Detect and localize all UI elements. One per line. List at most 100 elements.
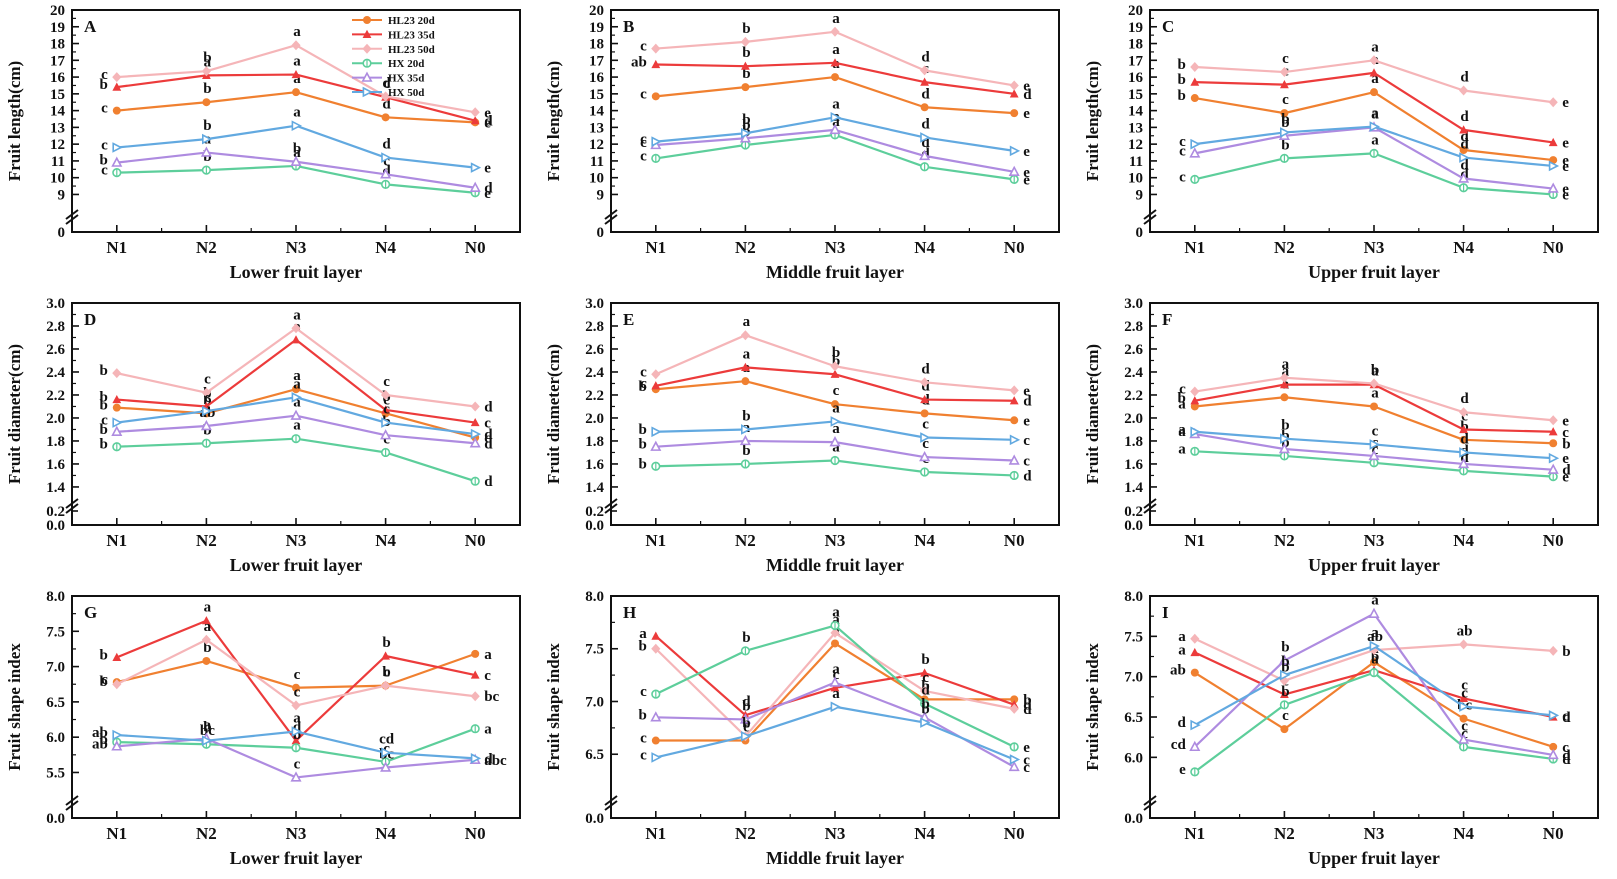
series-marker-triangle-open [829,676,841,687]
sig-letter: b [99,732,107,748]
series-marker-circle-open [112,442,122,452]
series-marker-diamond [470,691,480,702]
series-marker-circle [1010,416,1019,425]
sig-letter: a [1178,422,1186,438]
series-marker-triangle [1280,80,1289,89]
y-tick-label: 2.2 [1124,388,1143,404]
sig-letter: c [640,86,647,102]
sig-letter: c [922,417,929,433]
series-marker-circle-open [470,724,480,734]
series-marker-tri-right-open [651,136,662,147]
sig-letter: c [383,402,390,418]
sig-letter: d [921,379,930,395]
series-marker-diamond [381,680,391,691]
y-base-tick-label: 0.2 [585,504,604,520]
x-tick-label: N3 [286,824,307,843]
axis-break-icon [1143,498,1157,509]
series-marker-diamond [362,43,372,54]
sig-letter: d [1460,391,1469,407]
series-marker-diamond [830,26,840,37]
sig-letter: a [832,421,840,437]
y-base-tick-label: 0.2 [46,504,65,520]
sig-letter: a [832,42,840,58]
panel-b: 20 19 18 17 16 15 14 13 12 11 10 9 0 N1 N2 N3 N4 N0 Middle… [539,0,1078,293]
series-marker-diamond [920,377,930,388]
sig-letter: c [101,138,108,154]
series-marker-diamond [1279,67,1289,78]
series-marker-circle-open [651,461,661,471]
series-marker-triangle-open [1458,457,1470,469]
sig-letter: a [293,376,301,392]
series-marker-diamond [381,91,391,102]
sig-letter: d [1460,129,1469,145]
sig-letter: b [293,727,301,743]
series-marker-circle-open [201,438,211,448]
sig-letter: b [1177,57,1185,73]
y-base-tick-label: 0.0 [1124,811,1143,827]
series-marker-triangle-open [1368,449,1380,461]
sig-letter: b [1281,640,1289,656]
series-marker-circle [202,98,211,107]
sig-letter: d [1023,702,1032,718]
series-marker-tri-right-open [1459,152,1470,163]
sig-letter: d [1562,710,1571,726]
x-axis-title: Lower fruit layer [230,262,363,282]
series-marker-triangle-open [1189,147,1201,158]
series-marker-circle [1010,695,1019,704]
series-marker-tri-right-open [920,432,931,443]
series-marker-tri-right-open [470,162,482,173]
series-marker-triangle-open [1458,733,1470,744]
y-base-tick-label: 0 [1136,225,1144,241]
y-tick-label: 18 [1128,37,1143,53]
sig-letter: d [921,361,930,377]
series-marker-circle [831,400,839,409]
y-axis-title: Fruit diameter(cm) [544,344,563,484]
sig-letter: e [1023,383,1030,399]
series-marker-circle-open [1369,458,1379,468]
series-marker-triangle [651,59,661,69]
series-marker-circle [1190,402,1199,411]
series-marker-circle [112,106,121,115]
y-tick-label: 7.0 [46,660,65,676]
series-marker-diamond [1459,85,1469,96]
y-tick-label: 8.0 [1124,589,1143,605]
x-tick-label: N3 [825,531,846,550]
y-tick-label: 7.0 [585,694,604,710]
sig-letter: a [832,612,840,628]
sig-letter: b [382,635,390,651]
sig-letter: c [743,720,750,736]
series-marker-triangle [741,362,750,371]
y-tick-label: 1.4 [1124,480,1143,496]
series-marker-tri-right-open [741,730,752,742]
y-tick-label: 6.0 [46,730,65,746]
y-tick-label: 10 [1128,171,1143,187]
series-marker-circle-open [1369,668,1379,678]
panel-letter: D [84,310,96,329]
series-marker-triangle-open [1368,607,1380,618]
series-marker-triangle-open [469,437,481,448]
sig-letter: e [1562,153,1569,169]
y-tick-label: 1.6 [1124,457,1143,473]
axis-break-icon [604,795,618,806]
sig-letter: cd [1171,737,1187,753]
series-marker-tri-right-open [202,735,213,747]
y-tick-label: 13 [589,120,604,136]
sig-letter: a [1371,625,1379,641]
y-tick-label: 19 [50,20,65,36]
series-marker-triangle [1190,647,1200,657]
series-marker-circle [292,88,300,97]
series-marker-diamond [470,401,480,412]
sig-letter: a [1178,424,1186,440]
sig-letter: b [742,630,750,646]
y-tick-label: 19 [1128,20,1143,36]
sig-letter: d [921,683,930,699]
sig-letter: c [640,132,647,148]
sig-letter: e [1562,187,1569,203]
sig-letter: b [742,443,750,459]
y-tick-label: 3.0 [1124,296,1143,312]
series-marker-triangle-open [919,149,931,161]
sig-letter: a [743,346,751,362]
series-marker-triangle [830,369,840,378]
sig-letter: e [1562,135,1569,151]
sig-letter: ab [1170,663,1186,679]
